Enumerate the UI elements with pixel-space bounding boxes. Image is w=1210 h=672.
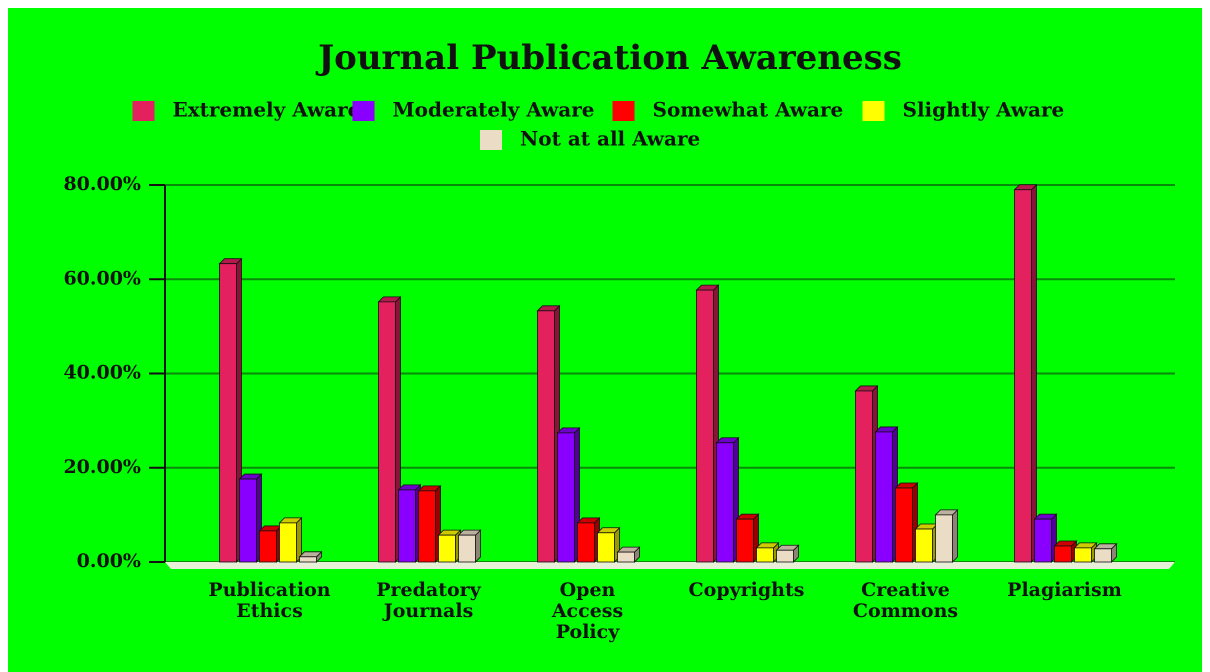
bar-front [716, 442, 734, 563]
bar-front [1034, 518, 1052, 563]
legend-swatch [862, 101, 885, 121]
bar-side [1031, 183, 1037, 563]
bar [1013, 183, 1038, 563]
bar [755, 541, 780, 563]
bar-front [557, 432, 575, 563]
chart-title: Journal Publication Awareness [315, 38, 902, 78]
chart-background: Journal Publication Awareness Extremely … [8, 8, 1202, 672]
bar-front [219, 263, 237, 563]
bar-front [915, 528, 933, 563]
bar-front [279, 522, 297, 563]
bar [715, 436, 740, 563]
bar-front [696, 289, 714, 563]
legend-label: Not at all Aware [520, 127, 700, 151]
x-tick-label: Plagiarism [1007, 579, 1122, 601]
bar-front [776, 549, 794, 563]
bar [437, 529, 462, 563]
bar [735, 513, 760, 563]
legend-label: Extremely Aware [173, 98, 361, 122]
bar [536, 304, 561, 563]
bar [894, 482, 919, 563]
bar-front [259, 530, 277, 563]
bar-front [756, 547, 774, 563]
y-tick-label: 80.00% [63, 173, 141, 195]
bar [278, 516, 303, 563]
y-tick-label: 20.00% [63, 456, 141, 478]
bar-front [736, 518, 754, 563]
legend-swatch [132, 101, 155, 121]
bar-front [1074, 547, 1092, 563]
bar-front [1094, 548, 1112, 563]
bar [576, 516, 601, 563]
bar [218, 257, 243, 563]
bar [1033, 513, 1058, 563]
bar [298, 550, 323, 563]
bar-front [438, 534, 456, 563]
bar [457, 529, 482, 563]
bar [1053, 540, 1078, 563]
bar-front [855, 390, 873, 563]
bar-front [895, 487, 913, 563]
bar-front [617, 551, 635, 563]
bar-front [418, 490, 436, 563]
bar-front [378, 301, 396, 563]
bar-front [398, 489, 416, 563]
x-tick-label: Open Access Policy [551, 579, 624, 643]
bar [854, 384, 879, 563]
bar [238, 473, 263, 563]
bar-front [875, 431, 893, 563]
bar [775, 544, 800, 563]
bar [914, 523, 939, 563]
bar [1093, 542, 1118, 563]
bar [1073, 541, 1098, 563]
legend-label: Moderately Aware [393, 98, 595, 122]
legend-swatch [352, 101, 375, 121]
bar-front [458, 534, 476, 563]
bar [616, 546, 641, 563]
bar-front [1054, 545, 1072, 563]
bar-front [537, 310, 555, 563]
bar [397, 483, 422, 563]
floor [165, 562, 1175, 569]
bar [258, 524, 283, 563]
bar [934, 508, 959, 563]
bar [556, 426, 581, 563]
bar [417, 484, 442, 563]
legend-label: Somewhat Aware [653, 98, 844, 122]
bar [874, 425, 899, 563]
x-tick-label: Predatory Journals [376, 579, 481, 622]
bar-front [935, 514, 953, 563]
bar-front [597, 532, 615, 563]
y-tick-label: 40.00% [63, 362, 141, 384]
bar-front [1014, 189, 1032, 563]
x-tick-label: Publication Ethics [208, 579, 331, 622]
bar-front [239, 478, 257, 563]
bar-front [577, 522, 595, 563]
y-tick-label: 0.00% [77, 550, 141, 572]
y-tick-label: 60.00% [63, 267, 141, 289]
chart: Journal Publication Awareness Extremely … [63, 38, 1175, 572]
bar [596, 526, 621, 563]
x-tick-label: Copyrights [688, 579, 805, 601]
bar [695, 284, 720, 563]
bar [377, 295, 402, 563]
legend-swatch [480, 130, 502, 150]
legend-label: Slightly Aware [903, 98, 1065, 122]
bar-front [299, 556, 317, 563]
bar-side [952, 508, 958, 563]
x-tick-label: Creative Commons [852, 579, 959, 622]
legend-swatch [612, 101, 635, 121]
